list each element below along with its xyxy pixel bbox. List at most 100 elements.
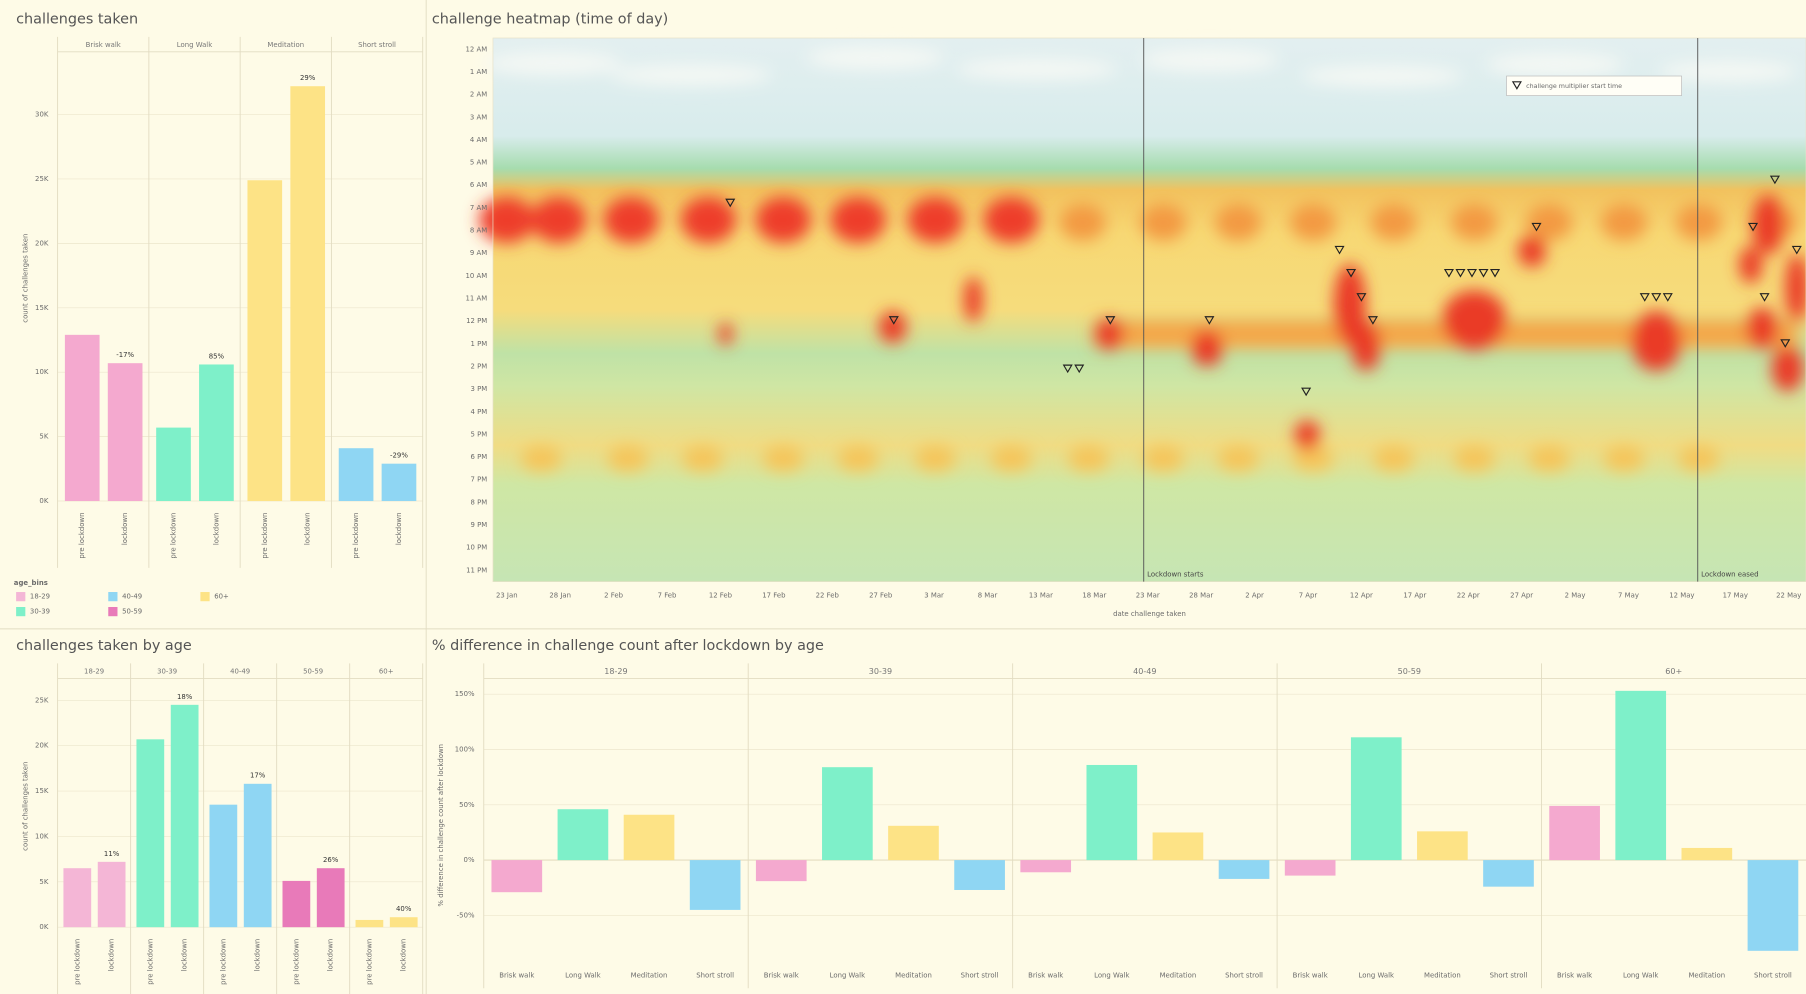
legend-swatch: [108, 606, 118, 617]
x-tick-label: 18 Mar: [1082, 591, 1106, 599]
change-label: -17%: [116, 351, 134, 359]
heatmap-blob: [606, 445, 649, 472]
x-tick-label: Meditation: [1424, 972, 1461, 980]
heatmap-blob: [837, 445, 879, 472]
y-tick-label: 12 AM: [466, 45, 488, 53]
facet-label: 18-29: [84, 667, 104, 675]
x-tick-label: 7 Apr: [1299, 591, 1318, 599]
multiplier-marker: [1662, 293, 1673, 302]
heatmap-blob: [1451, 203, 1498, 241]
heatmap-blob: [1518, 234, 1546, 268]
x-tick-label: 27 Feb: [869, 591, 892, 599]
x-tick-label: 28 Jan: [549, 591, 571, 599]
bar: [338, 448, 374, 502]
heatmap-blob: [1351, 320, 1381, 371]
heatmap-blob: [479, 196, 535, 244]
heatmap-surface: [479, 38, 1806, 582]
bar: [316, 868, 345, 928]
multiplier-marker: [1769, 175, 1780, 185]
heatmap-cloud: [1658, 61, 1797, 82]
multiplier-marker: [1062, 364, 1073, 374]
bar: [97, 861, 126, 928]
heatmap-blob: [1190, 329, 1224, 367]
heatmap-blob: [1215, 203, 1262, 241]
x-tick-label: Brisk walk: [1293, 972, 1328, 980]
multiplier-marker: [1747, 222, 1759, 232]
x-tick-label: Short stroll: [961, 972, 999, 980]
heatmap-background: [492, 38, 1806, 582]
bar: [156, 427, 191, 502]
y-tick-label: 7 PM: [470, 476, 487, 484]
heatmap-blob: [1528, 445, 1570, 472]
x-tick-label: pre lockdown: [261, 513, 269, 559]
y-tick-label: 15K: [35, 304, 49, 312]
change-label: 26%: [323, 856, 339, 864]
x-tick-label: 13 Mar: [1029, 591, 1053, 599]
y-tick-label: -50%: [457, 911, 475, 919]
facet-label: 60+: [1665, 667, 1682, 676]
x-tick-label: lockdown: [181, 939, 189, 972]
bar: [491, 860, 543, 893]
heatmap-blob: [1142, 445, 1185, 472]
bar: [1417, 831, 1468, 861]
heatmap-blob: [1603, 445, 1645, 472]
facet-label: Meditation: [267, 41, 304, 49]
y-tick-label: 9 PM: [470, 521, 487, 529]
x-tick-label: Long Walk: [830, 972, 865, 980]
y-tick-label: 15K: [35, 787, 49, 795]
facet-label: 40-49: [230, 667, 250, 675]
y-tick-label: 25K: [35, 696, 49, 704]
heatmap-blob: [1453, 445, 1496, 472]
x-tick-label: 8 Mar: [978, 591, 998, 599]
x-axis-label: date challenge taken: [1113, 610, 1186, 618]
x-tick-label: Meditation: [1688, 972, 1725, 980]
heatmap-blob: [1292, 445, 1334, 472]
x-tick-label: lockdown: [400, 939, 408, 972]
x-tick-label: 22 Apr: [1457, 591, 1480, 599]
heatmap-cloud: [610, 64, 772, 86]
y-tick-label: 5K: [39, 433, 48, 441]
x-tick-label: Long Walk: [565, 972, 600, 980]
x-tick-label: Brisk walk: [1028, 972, 1063, 980]
legend-swatch: [16, 606, 26, 617]
x-tick-label: 2 Feb: [604, 591, 623, 599]
heatmap-blob: [1140, 203, 1187, 241]
heatmap-blob: [680, 196, 736, 244]
legend-swatch: [200, 592, 210, 602]
heatmap-blob: [755, 196, 811, 244]
heatmap-blob: [520, 445, 563, 472]
x-tick-label: 17 Apr: [1403, 591, 1426, 599]
heatmap-cloud: [1485, 52, 1625, 77]
legend-label: 50-59: [122, 608, 142, 616]
bar: [209, 804, 238, 928]
heatmap-blob: [718, 322, 733, 346]
x-tick-label: 27 Apr: [1510, 591, 1533, 599]
multiplier-marker: [1759, 293, 1770, 302]
y-tick-label: 20K: [35, 239, 49, 247]
x-tick-label: 23 Mar: [1136, 591, 1160, 599]
multiplier-marker: [1531, 222, 1542, 232]
chart-title: challenge heatmap (time of day): [432, 12, 668, 28]
x-tick-label: Meditation: [895, 972, 932, 980]
heatmap-blob: [914, 445, 956, 472]
chart-title: % difference in challenge count after lo…: [432, 638, 824, 654]
y-tick-label: 8 AM: [470, 227, 487, 235]
y-tick-label: 5K: [39, 878, 48, 886]
change-label: 17%: [250, 772, 266, 780]
facet-label: 50-59: [1398, 667, 1421, 676]
facet-label: 40-49: [1133, 667, 1156, 676]
heatmap-blob: [1678, 445, 1720, 472]
y-tick-label: 25K: [35, 175, 49, 183]
bar: [199, 364, 234, 502]
change-label: 40%: [396, 905, 412, 913]
y-axis-label: % difference in challenge count after lo…: [437, 744, 445, 907]
heatmap-blob: [1771, 345, 1804, 392]
legend-label: 18-29: [30, 593, 50, 601]
y-tick-label: 10K: [35, 368, 49, 376]
multiplier-marker: [1074, 364, 1085, 374]
x-tick-label: lockdown: [254, 939, 262, 972]
x-tick-label: pre lockdown: [146, 939, 154, 985]
chart-title: challenges taken by age: [16, 638, 192, 654]
heatmap-cloud: [483, 51, 622, 75]
